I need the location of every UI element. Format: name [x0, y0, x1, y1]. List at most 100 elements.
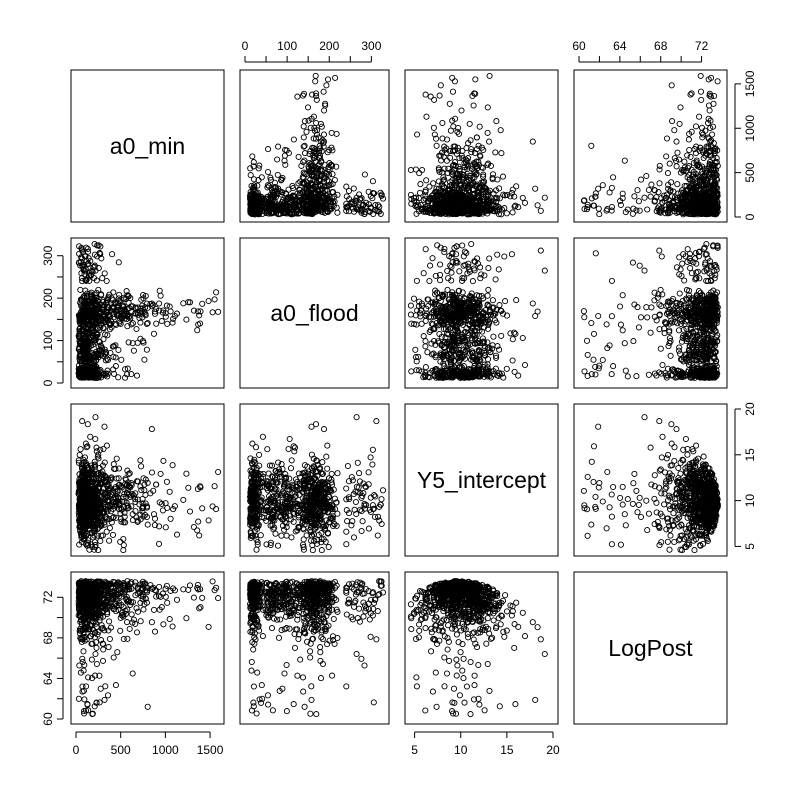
data-point — [150, 330, 158, 337]
data-point — [706, 107, 713, 114]
data-point — [648, 304, 655, 311]
data-point — [320, 143, 327, 150]
data-point — [599, 182, 606, 189]
data-point — [270, 184, 277, 192]
data-point — [499, 173, 507, 180]
data-point — [469, 278, 476, 285]
data-point — [685, 136, 692, 143]
data-point — [468, 240, 475, 248]
data-point — [458, 107, 465, 114]
data-point — [420, 333, 427, 340]
data-point — [453, 251, 460, 258]
data-point — [251, 194, 258, 201]
data-point — [588, 319, 595, 327]
data-point — [313, 119, 320, 127]
data-point — [318, 123, 325, 130]
data-point — [265, 210, 272, 217]
data-point — [343, 193, 350, 200]
data-point — [617, 321, 624, 328]
data-point — [420, 270, 427, 277]
data-point — [360, 202, 367, 209]
data-point — [637, 176, 645, 183]
data-point — [636, 262, 643, 269]
data-point — [470, 265, 477, 272]
data-point — [130, 347, 137, 354]
data-point — [698, 96, 705, 103]
data-point — [486, 255, 493, 262]
data-point — [281, 152, 288, 159]
data-point — [103, 277, 110, 285]
data-point — [77, 286, 84, 293]
data-point — [588, 142, 595, 149]
data-point — [697, 72, 704, 79]
data-point — [324, 149, 331, 156]
data-point — [608, 184, 615, 191]
data-point — [407, 302, 414, 309]
data-point — [343, 207, 350, 214]
data-point — [317, 166, 324, 173]
data-point — [648, 181, 655, 188]
data-point — [501, 253, 508, 260]
data-point — [276, 204, 283, 211]
data-point — [324, 183, 331, 190]
data-point — [324, 208, 331, 215]
data-point — [424, 349, 431, 356]
data-point — [624, 373, 631, 380]
data-point — [688, 90, 695, 97]
data-point — [437, 261, 444, 268]
data-point — [315, 134, 322, 141]
data-point — [250, 163, 257, 170]
data-point — [290, 136, 297, 143]
data-point — [413, 277, 420, 284]
data-point — [362, 209, 369, 216]
data-point — [657, 286, 664, 293]
data-point — [310, 155, 317, 162]
data-point — [313, 131, 321, 138]
data-point — [492, 276, 499, 283]
data-point — [423, 113, 430, 120]
data-point — [407, 311, 414, 318]
data-point — [328, 198, 335, 205]
data-point — [311, 124, 318, 132]
data-point — [433, 135, 440, 142]
data-point — [427, 262, 434, 269]
data-point — [511, 329, 518, 336]
data-point — [334, 191, 341, 198]
data-point — [410, 295, 418, 302]
data-point — [303, 184, 311, 192]
data-point — [361, 171, 368, 178]
data-point — [343, 183, 350, 190]
data-point — [324, 76, 332, 83]
data-point — [441, 249, 448, 256]
data-point — [686, 146, 693, 154]
data-point — [269, 189, 276, 196]
data-point — [426, 277, 433, 285]
data-point — [247, 165, 254, 172]
panel-frame — [239, 69, 390, 223]
data-point — [300, 123, 307, 130]
data-point — [584, 351, 591, 358]
data-point — [312, 199, 319, 206]
data-point — [284, 194, 291, 201]
data-point — [687, 265, 694, 272]
data-point — [323, 82, 330, 89]
panel-a0_flood-vs-a0_min — [70, 237, 225, 389]
data-point — [502, 298, 509, 305]
data-point — [257, 206, 264, 213]
data-point — [255, 199, 262, 206]
data-point — [664, 170, 671, 177]
data-point — [641, 194, 648, 201]
data-point — [484, 104, 491, 111]
data-point — [665, 343, 672, 350]
data-point — [696, 113, 703, 120]
data-point — [511, 368, 518, 375]
data-point — [264, 182, 271, 189]
data-point — [437, 277, 444, 284]
data-point — [489, 297, 496, 304]
data-point — [430, 180, 437, 187]
data-point — [301, 118, 308, 125]
data-point — [265, 146, 272, 153]
data-point — [251, 188, 258, 195]
data-point — [513, 297, 520, 304]
data-point — [519, 194, 526, 201]
